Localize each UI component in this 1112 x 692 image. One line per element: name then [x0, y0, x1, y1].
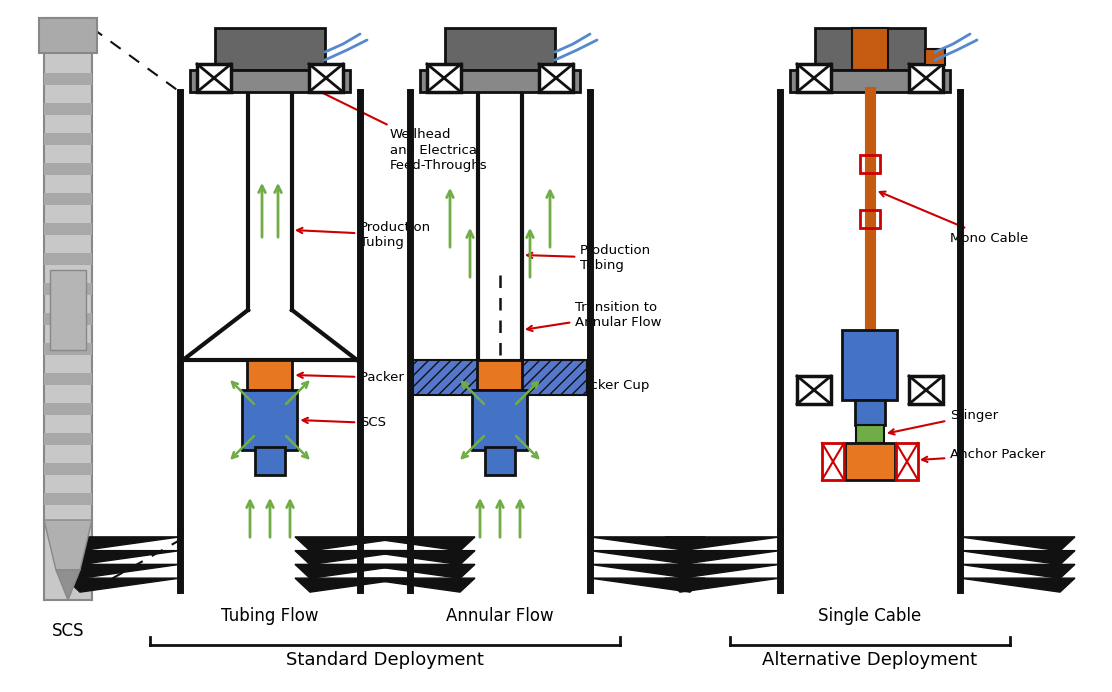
Polygon shape [665, 537, 780, 551]
Bar [44, 343, 92, 355]
Bar [815, 28, 925, 70]
Bar [44, 313, 92, 325]
Bar [445, 28, 555, 70]
Bar [255, 447, 285, 475]
Bar [215, 28, 325, 70]
Polygon shape [960, 551, 1075, 565]
Bar [896, 443, 919, 480]
Text: SCS: SCS [302, 417, 386, 430]
Bar [44, 493, 92, 505]
Text: Production
Tubing: Production Tubing [527, 244, 652, 272]
Polygon shape [590, 565, 705, 579]
Polygon shape [960, 578, 1075, 592]
Polygon shape [590, 537, 705, 551]
Text: Tubing Flow: Tubing Flow [221, 607, 319, 625]
Polygon shape [665, 551, 780, 565]
Bar [197, 64, 231, 92]
Polygon shape [64, 537, 180, 551]
Bar [39, 18, 97, 53]
Polygon shape [590, 551, 705, 565]
Bar [485, 447, 515, 475]
Polygon shape [64, 551, 180, 565]
Polygon shape [665, 565, 780, 579]
Bar [822, 443, 844, 480]
Polygon shape [56, 570, 80, 600]
Polygon shape [590, 578, 705, 592]
Polygon shape [360, 565, 475, 579]
Bar [909, 376, 943, 404]
Text: Production
Tubing: Production Tubing [297, 221, 431, 249]
Bar [44, 253, 92, 265]
Bar [44, 163, 92, 175]
Bar [413, 360, 587, 395]
Bar [856, 425, 884, 443]
Text: Packer Cup: Packer Cup [527, 374, 649, 392]
Bar [44, 403, 92, 415]
Bar [242, 390, 298, 450]
Polygon shape [64, 565, 180, 579]
Bar [44, 193, 92, 205]
Text: Single Cable: Single Cable [818, 607, 922, 625]
Text: Standard Deployment: Standard Deployment [286, 651, 484, 669]
Bar [860, 210, 880, 228]
Polygon shape [360, 537, 475, 551]
Text: SCS: SCS [52, 622, 85, 640]
Bar [309, 64, 342, 92]
Bar [797, 376, 831, 404]
Polygon shape [960, 565, 1075, 579]
Bar [843, 330, 897, 400]
Bar [44, 103, 92, 115]
Text: Mono Cable: Mono Cable [880, 192, 1029, 244]
Polygon shape [665, 578, 780, 592]
Text: Annular Flow: Annular Flow [446, 607, 554, 625]
Bar [855, 400, 885, 425]
Bar [852, 28, 888, 70]
Text: Packer Cup: Packer Cup [298, 372, 435, 385]
Bar [44, 373, 92, 385]
Polygon shape [295, 537, 410, 551]
Polygon shape [44, 520, 92, 570]
Polygon shape [360, 551, 475, 565]
Bar [44, 73, 92, 85]
Text: Wellhead
and Electrical
Feed-Throughs: Wellhead and Electrical Feed-Throughs [285, 74, 488, 172]
Polygon shape [960, 537, 1075, 551]
Bar [44, 223, 92, 235]
Polygon shape [295, 578, 410, 592]
Bar [44, 463, 92, 475]
Text: Anchor Packer: Anchor Packer [922, 448, 1045, 462]
Bar [427, 64, 461, 92]
Bar [44, 433, 92, 445]
Bar [190, 70, 350, 92]
Bar [477, 360, 523, 390]
Text: Stinger: Stinger [888, 408, 999, 435]
Bar [539, 64, 573, 92]
Polygon shape [64, 578, 180, 592]
Polygon shape [360, 578, 475, 592]
Bar [790, 70, 950, 92]
Bar [44, 18, 92, 600]
Bar [845, 443, 895, 480]
Bar [473, 390, 527, 450]
Bar [860, 155, 880, 173]
Polygon shape [295, 565, 410, 579]
Polygon shape [295, 551, 410, 565]
Bar [50, 270, 86, 350]
Bar [44, 133, 92, 145]
Bar [44, 283, 92, 295]
Bar [925, 49, 945, 65]
Text: Alternative Deployment: Alternative Deployment [763, 651, 977, 669]
Bar [420, 70, 580, 92]
Bar [909, 64, 943, 92]
Text: Transition to
Annular Flow: Transition to Annular Flow [527, 301, 662, 331]
Bar [248, 360, 292, 390]
Bar [797, 64, 831, 92]
